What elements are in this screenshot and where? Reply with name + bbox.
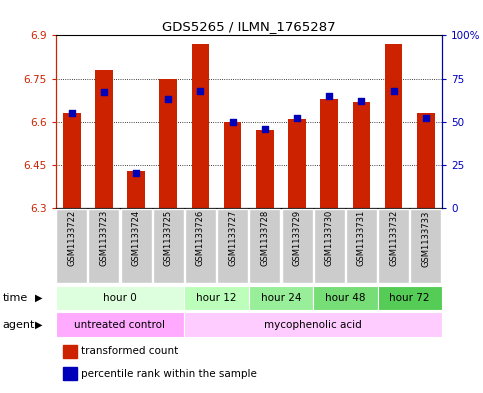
FancyBboxPatch shape	[88, 209, 119, 283]
Bar	[95, 70, 113, 208]
Text: GSM1133729: GSM1133729	[293, 210, 301, 266]
Point	[390, 87, 398, 94]
Bar	[320, 99, 338, 208]
Text: hour 48: hour 48	[325, 293, 366, 303]
Text: GSM1133728: GSM1133728	[260, 210, 270, 266]
FancyBboxPatch shape	[185, 286, 249, 310]
FancyBboxPatch shape	[185, 209, 216, 283]
Point	[422, 115, 430, 121]
Text: hour 72: hour 72	[389, 293, 430, 303]
FancyBboxPatch shape	[185, 312, 442, 337]
FancyBboxPatch shape	[217, 209, 248, 283]
FancyBboxPatch shape	[56, 312, 185, 337]
Text: GSM1133722: GSM1133722	[67, 210, 76, 266]
Text: hour 12: hour 12	[196, 293, 237, 303]
FancyBboxPatch shape	[378, 286, 442, 310]
Point	[197, 87, 204, 94]
Text: GSM1133732: GSM1133732	[389, 210, 398, 266]
Text: mycophenolic acid: mycophenolic acid	[264, 320, 362, 330]
FancyBboxPatch shape	[313, 286, 378, 310]
FancyBboxPatch shape	[56, 286, 185, 310]
FancyBboxPatch shape	[249, 286, 313, 310]
Bar	[63, 113, 81, 208]
Text: percentile rank within the sample: percentile rank within the sample	[81, 369, 256, 379]
Bar	[385, 44, 402, 208]
Point	[164, 96, 172, 102]
Bar	[353, 101, 370, 208]
Text: GSM1133730: GSM1133730	[325, 210, 334, 266]
Bar	[127, 171, 145, 208]
Text: GSM1133723: GSM1133723	[99, 210, 108, 266]
Bar	[63, 345, 77, 358]
Text: transformed count: transformed count	[81, 346, 178, 356]
FancyBboxPatch shape	[314, 209, 345, 283]
FancyBboxPatch shape	[411, 209, 441, 283]
FancyBboxPatch shape	[346, 209, 377, 283]
Bar	[256, 130, 274, 208]
Bar	[63, 367, 77, 380]
FancyBboxPatch shape	[153, 209, 184, 283]
Text: untreated control: untreated control	[74, 320, 166, 330]
Point	[229, 119, 237, 125]
Point	[326, 93, 333, 99]
Text: hour 0: hour 0	[103, 293, 137, 303]
Point	[261, 125, 269, 132]
Bar	[417, 113, 435, 208]
Title: GDS5265 / ILMN_1765287: GDS5265 / ILMN_1765287	[162, 20, 336, 33]
Text: GSM1133727: GSM1133727	[228, 210, 237, 266]
Bar	[159, 79, 177, 208]
Point	[68, 110, 75, 116]
Bar	[288, 119, 306, 208]
FancyBboxPatch shape	[56, 209, 87, 283]
Text: agent: agent	[2, 320, 35, 330]
Text: GSM1133731: GSM1133731	[357, 210, 366, 266]
Text: hour 24: hour 24	[261, 293, 301, 303]
Text: GSM1133733: GSM1133733	[421, 210, 430, 266]
Point	[293, 115, 301, 121]
FancyBboxPatch shape	[121, 209, 152, 283]
FancyBboxPatch shape	[249, 209, 280, 283]
Text: ▶: ▶	[35, 320, 43, 330]
Text: GSM1133726: GSM1133726	[196, 210, 205, 266]
Bar	[192, 44, 209, 208]
Point	[357, 98, 365, 104]
Text: GSM1133724: GSM1133724	[131, 210, 141, 266]
Text: time: time	[2, 293, 28, 303]
Bar	[224, 122, 242, 208]
Text: GSM1133725: GSM1133725	[164, 210, 173, 266]
Text: ▶: ▶	[35, 293, 43, 303]
Point	[100, 89, 108, 95]
FancyBboxPatch shape	[378, 209, 409, 283]
FancyBboxPatch shape	[282, 209, 313, 283]
Point	[132, 170, 140, 176]
